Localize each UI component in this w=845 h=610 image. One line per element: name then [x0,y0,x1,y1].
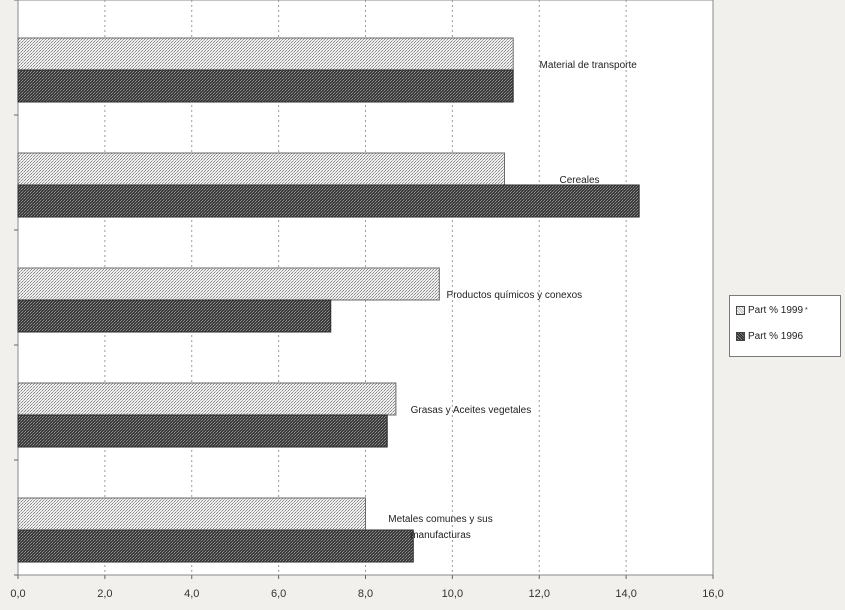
x-tick-label: 0,0 [10,588,25,600]
category-label: Productos químicos y conexos [447,290,583,301]
bar-1996 [17,69,514,103]
category-label-line: manufacturas [410,530,471,541]
bar-1996 [17,414,388,448]
legend-swatch-1999 [736,306,745,315]
x-tick-label: 16,0 [702,588,723,600]
bar-1999 [17,382,397,416]
category-label-line: Metales comunes y sus [388,514,493,525]
bar-1999 [17,267,440,301]
bar-1996 [17,184,640,218]
bar-1999 [17,497,366,531]
category-label-line: Grasas y Aceites vegetales [411,405,532,416]
legend-mark-1999: * [805,307,808,314]
x-tick-label: 10,0 [442,588,463,600]
x-tick-label: 8,0 [358,588,373,600]
category-label-line: Productos químicos y conexos [447,290,583,301]
legend: Part % 1999 * Part % 1996 [729,295,841,357]
x-tick-label: 2,0 [97,588,112,600]
legend-label-1999: Part % 1999 [748,305,804,316]
category-label: Grasas y Aceites vegetales [411,405,532,416]
bar-1996 [17,529,414,563]
category-label-line: Cereales [559,175,599,186]
category-label: Cereales [559,175,599,186]
x-tick-label: 6,0 [271,588,286,600]
legend-swatch-1996 [736,332,745,341]
category-label: Metales comunes y sus manufacturas [388,514,493,541]
x-tick-label: 14,0 [615,588,636,600]
bar-1999 [17,152,505,186]
category-label: Material de transporte [540,60,638,71]
bar-1996 [17,299,332,333]
legend-item-1999: Part % 1999 * [736,305,808,316]
legend-item-1996: Part % 1996 [736,331,803,342]
x-tick-label: 12,0 [529,588,550,600]
legend-label-1996: Part % 1996 [748,331,804,342]
bar-1999 [17,37,514,71]
category-label-line: Material de transporte [540,60,638,71]
x-tick-label: 4,0 [184,588,199,600]
